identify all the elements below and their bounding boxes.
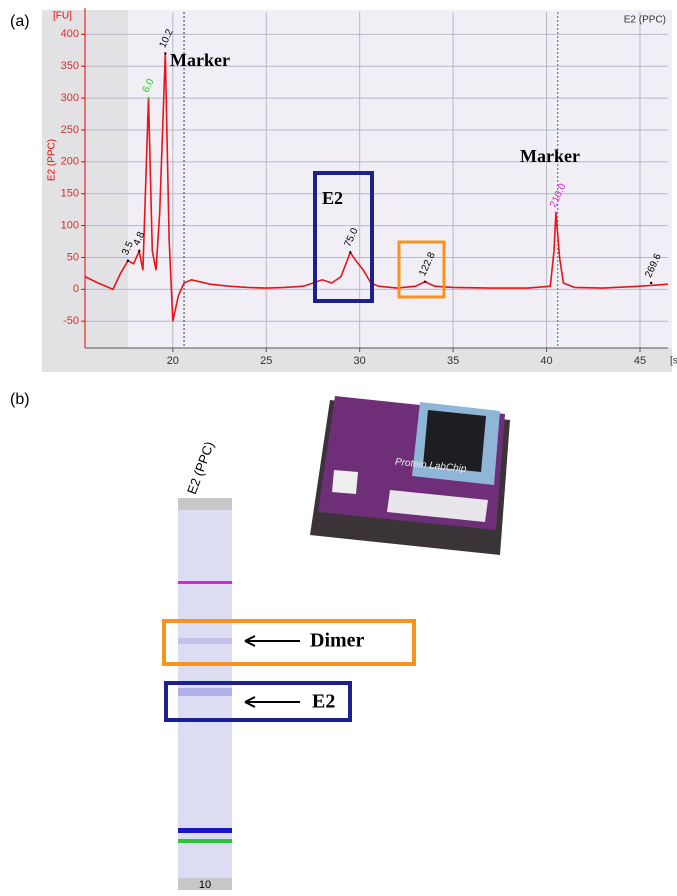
gel-band (178, 839, 232, 843)
x-unit: [s] (670, 356, 677, 367)
arrow (244, 635, 300, 647)
y-tick-label: 150 (61, 188, 79, 200)
x-tick-label: 30 (354, 355, 366, 367)
dimer-box (162, 619, 416, 666)
gel-lane-top (178, 498, 232, 510)
x-tick-label: 25 (260, 355, 272, 367)
peak-label: 4.8 (131, 230, 147, 248)
y-tick-label: 400 (61, 28, 79, 40)
x-tick-label: 45 (634, 355, 646, 367)
y-label: E2 (PPC) (47, 139, 58, 181)
lane-label: E2 (PPC) (184, 439, 217, 496)
panel-label: (b) (10, 391, 30, 408)
peak-point (554, 211, 558, 215)
y-tick-label: 100 (61, 219, 79, 231)
y-tick-label: -50 (63, 315, 79, 327)
peak-point (164, 52, 167, 55)
x-tick-label: 20 (167, 355, 179, 367)
chip-photo: Protein LabChip (310, 396, 510, 555)
arrow (244, 696, 300, 708)
y-tick-label: 0 (73, 283, 79, 295)
peak-point (349, 251, 352, 254)
annotation: E2 (322, 188, 343, 208)
annotation: Marker (520, 146, 580, 166)
y-tick-label: 250 (61, 124, 79, 136)
dimer-box (397, 240, 446, 299)
x-tick-label: 40 (540, 355, 552, 367)
peak-point (137, 249, 141, 253)
gel-band (178, 828, 232, 833)
peak-label: 3.5 (120, 239, 136, 257)
peak-point (649, 281, 653, 285)
y-unit: [FU] (53, 11, 72, 22)
data-line (84, 53, 669, 322)
panel-label: (a) (10, 13, 30, 30)
lane-number: 10 (199, 879, 211, 891)
gel-band (178, 581, 232, 584)
peak-point (147, 96, 150, 100)
y-tick-label: 50 (67, 251, 79, 263)
peak-point (423, 280, 427, 283)
y-tick-label: 300 (61, 92, 79, 104)
peak-point (126, 259, 130, 262)
gel-annotation: E2 (312, 691, 335, 713)
e2-box (164, 681, 352, 722)
y-tick-label: 350 (61, 60, 79, 72)
peak-label: 6.0 (141, 77, 157, 95)
legend-entry: E2 (PPC) (624, 15, 666, 26)
gel-band (178, 638, 232, 644)
e2-box (313, 171, 374, 303)
gel-band (178, 688, 232, 696)
gel-lane-bottom (178, 878, 232, 890)
y-tick-label: 200 (61, 156, 79, 168)
gel-annotation: Dimer (310, 630, 365, 652)
x-tick-label: 35 (447, 355, 459, 367)
annotation: Marker (170, 50, 230, 70)
